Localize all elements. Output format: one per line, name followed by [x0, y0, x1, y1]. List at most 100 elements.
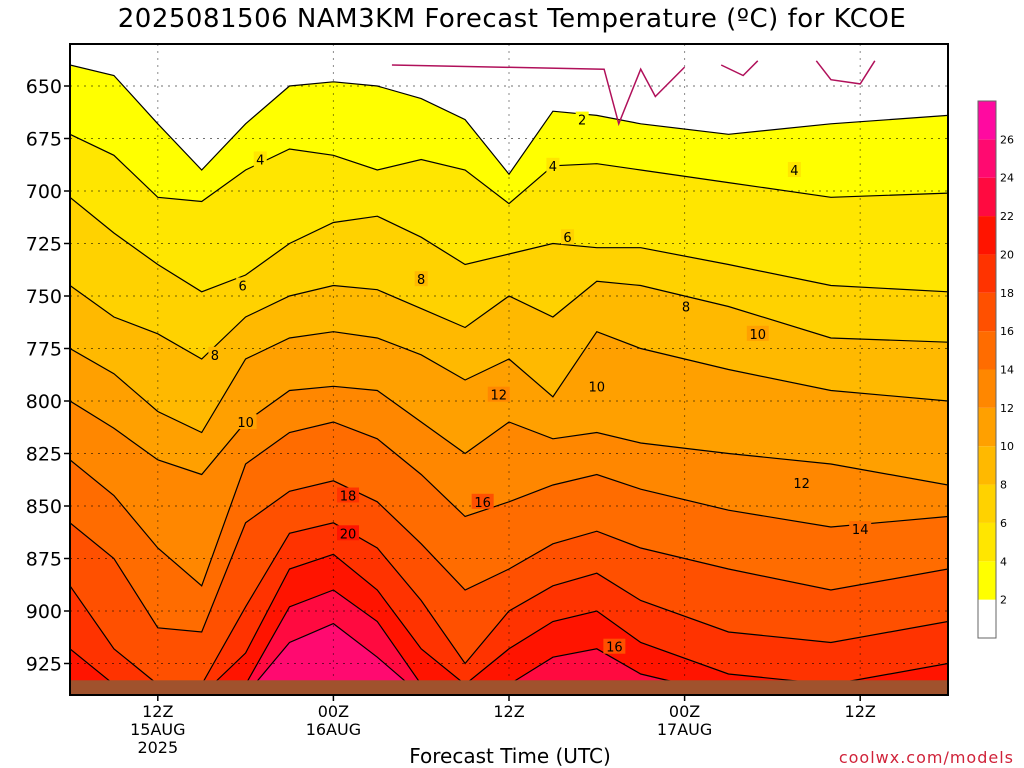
contour-label-bg [603, 638, 626, 654]
isotherm-20 [70, 553, 948, 695]
y-tick-label: 900 [26, 601, 62, 623]
contour-label-4: 4 [549, 160, 557, 175]
cold-contour-upper [391, 60, 876, 127]
colorbar-label: 22 [1000, 210, 1014, 223]
x-tick-label: 15AUG [130, 720, 185, 739]
contour-label-10: 10 [749, 328, 766, 343]
contour-label-bg [253, 151, 267, 167]
isotherm-16 [70, 480, 948, 633]
isotherm-8 [70, 280, 948, 360]
contour-label-18: 18 [340, 490, 357, 505]
x-tick-label: 12Z [493, 702, 524, 721]
contour-label-bg [337, 487, 360, 503]
contour-label-bg [546, 157, 560, 173]
isotherm-2 [70, 64, 948, 176]
contour-label-bg [790, 474, 813, 490]
contour-label-bg [234, 414, 257, 429]
contour-label-4: 4 [256, 154, 264, 169]
colorbar-label: 24 [1000, 172, 1014, 185]
contour-label-bg [471, 493, 494, 509]
colorbar-label: 8 [1000, 479, 1007, 492]
colorbar-label: 16 [1000, 325, 1014, 338]
contour-label-bg [585, 378, 608, 394]
colorbar-label: 26 [1000, 133, 1014, 146]
colorbar-frame [977, 100, 997, 639]
plot-area: 2 4 4 4 6 6 8 8 8 10 10 10 12 12 14 16 16 18 20 [70, 44, 948, 695]
colorbar-swatch [978, 561, 996, 600]
y-tick-label: 825 [26, 444, 62, 466]
colorbar-swatch [978, 139, 996, 178]
contour-label-bg [575, 111, 589, 127]
y-tick-label: 850 [26, 496, 62, 518]
colorbar-label: 18 [1000, 287, 1014, 300]
contour-label-bg [487, 386, 510, 402]
contour-label-16: 16 [606, 641, 623, 656]
colorbar-label: 4 [1000, 555, 1007, 568]
y-tick-label: 775 [26, 339, 62, 361]
y-tick-label: 700 [26, 181, 62, 203]
y-tick-label: 800 [26, 391, 62, 413]
x-tick-label: 16AUG [306, 720, 361, 739]
colorbar-swatch [978, 484, 996, 523]
colorbar-swatch [978, 369, 996, 408]
contour-label-20: 20 [340, 527, 357, 542]
colorbar-label: 2 [1000, 594, 1007, 607]
chart-title: 2025081506 NAM3KM Forecast Temperature (… [117, 4, 907, 34]
isotherm-10 [70, 330, 948, 434]
colorbar-swatch [978, 599, 996, 638]
x-tick-label: 12Z [142, 702, 173, 721]
site-credit[interactable]: coolwx.com/models [838, 748, 1014, 767]
isotherm-6 [70, 196, 948, 293]
x-tick-label: 12Z [845, 702, 876, 721]
isotherm-14 [70, 421, 948, 587]
isotherm-12 [70, 385, 948, 486]
colorbar-swatch [978, 331, 996, 370]
y-tick-label: 725 [26, 234, 62, 256]
x-tick-label: 00Z [318, 702, 349, 721]
contour-label-bg [414, 271, 428, 287]
contour-label-12: 12 [793, 477, 810, 492]
colorbar-label: 10 [1000, 440, 1014, 453]
contour-label-bg [746, 325, 769, 341]
ground-surface [70, 680, 948, 695]
colorbar-label: 12 [1000, 402, 1014, 415]
colorbar-swatch [978, 446, 996, 485]
y-tick-label: 925 [26, 654, 62, 676]
isotherm-4 [70, 133, 948, 205]
x-tick-label: 17AUG [657, 720, 712, 739]
colorbar-swatch [978, 177, 996, 217]
colorbar-swatch [978, 216, 996, 255]
colorbar-label: 6 [1000, 517, 1007, 530]
contour-label-bg [337, 525, 360, 541]
contour-label-8: 8 [211, 349, 219, 364]
y-tick-label: 675 [26, 129, 62, 151]
contour-label-8: 8 [417, 273, 425, 288]
contour-label-bg [849, 521, 872, 537]
y-tick-label: 750 [26, 286, 62, 308]
colorbar-swatch [978, 254, 996, 293]
contour-label-16: 16 [474, 496, 491, 511]
contour-label-6: 6 [563, 231, 571, 246]
colorbar-label: 20 [1000, 248, 1014, 261]
contour-label-8: 8 [682, 301, 690, 316]
colorbar-swatch [978, 522, 996, 562]
contour-label-4: 4 [790, 164, 798, 179]
x-axis-label: Forecast Time (UTC) [409, 744, 611, 768]
colorbar-swatch [978, 292, 996, 332]
contour-label-bg [787, 162, 801, 177]
x-tick-label: 00Z [669, 702, 700, 721]
contour-label-bg [208, 346, 222, 362]
contour-label-6: 6 [239, 280, 247, 295]
contour-label-10: 10 [237, 416, 254, 431]
y-tick-label: 650 [26, 76, 62, 98]
x-tick-label: 2025 [137, 738, 178, 757]
contour-label-2: 2 [578, 114, 586, 129]
colorbar-swatch [978, 407, 996, 447]
colorbar-swatch [978, 101, 996, 140]
contour-label-10: 10 [589, 380, 606, 395]
colorbar-label: 14 [1000, 364, 1014, 377]
contour-label-bg [236, 277, 250, 293]
contour-label-14: 14 [852, 523, 869, 538]
